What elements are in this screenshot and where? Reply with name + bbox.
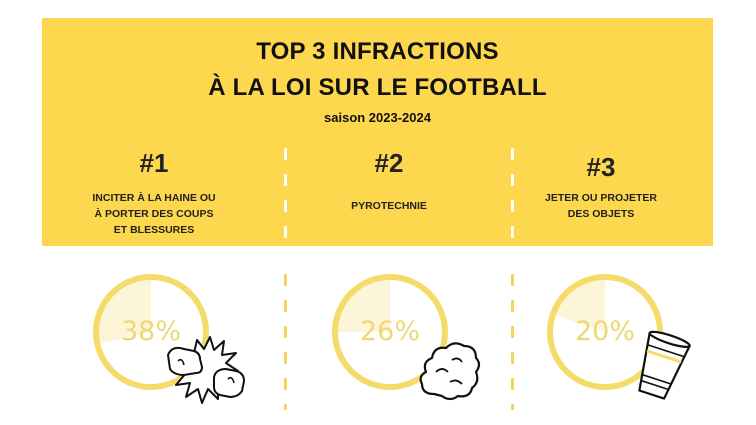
desc-line: DES OBJETS [567, 208, 635, 220]
infraction-2: #2 PYROTECHNIE [277, 148, 501, 214]
rank-label: #2 [374, 148, 404, 178]
plastic-cup-icon [638, 330, 691, 400]
infraction-description: JETER OU PROJETER DES OBJETS [489, 190, 713, 222]
desc-line: JETER OU PROJETER [544, 192, 658, 204]
fists-fight-icon [167, 336, 245, 404]
pie-ring [93, 274, 209, 390]
desc-line: ET BLESSURES [113, 224, 195, 236]
smoke-cloud-icon [419, 342, 481, 401]
rank-label: #1 [139, 148, 169, 178]
infraction-description: INCITER À LA HAINE OU À PORTER DES COUPS… [42, 190, 266, 238]
infraction-3: #3 JETER OU PROJETER DES OBJETS [489, 148, 713, 222]
stat-pie-2: 26% [330, 272, 460, 402]
infraction-description: PYROTECHNIE [277, 198, 501, 214]
rank-label: #3 [586, 152, 616, 182]
desc-line: PYROTECHNIE [351, 200, 427, 212]
desc-line: INCITER À LA HAINE OU [92, 192, 216, 204]
title-line-2: À LA LOI SUR LE FOOTBALL [208, 74, 547, 101]
percent-label: 20% [574, 316, 635, 347]
season-subtitle: saison 2023-2024 [324, 110, 431, 125]
title-line-1: TOP 3 INFRACTIONS [256, 38, 499, 65]
percent-label: 38% [120, 316, 181, 347]
header-banner: TOP 3 INFRACTIONS À LA LOI SUR LE FOOTBA… [42, 18, 713, 246]
divider-1 [284, 148, 288, 410]
divider-2 [511, 148, 515, 410]
desc-line: À PORTER DES COUPS [94, 208, 214, 220]
stat-pie-1: 38% [91, 272, 221, 402]
infraction-1: #1 INCITER À LA HAINE OU À PORTER DES CO… [42, 148, 266, 238]
percent-label: 26% [359, 316, 420, 347]
pie-ring [332, 274, 448, 390]
